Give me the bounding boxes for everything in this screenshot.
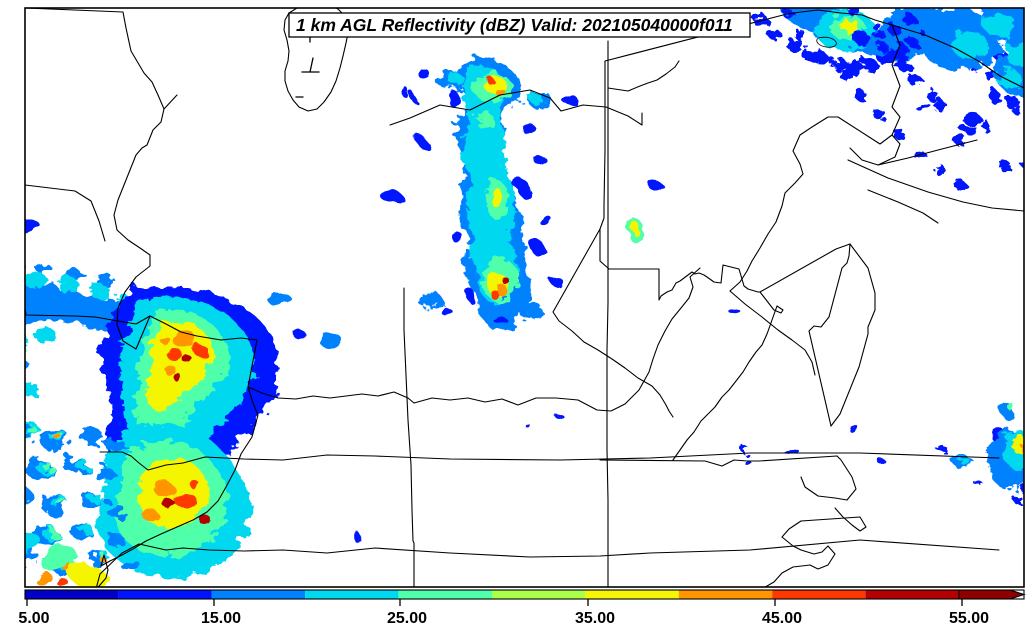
svg-text:25.00: 25.00 — [387, 610, 427, 627]
svg-text:1 km AGL Reflectivity (dBZ) Va: 1 km AGL Reflectivity (dBZ) Valid: 20210… — [296, 15, 733, 35]
svg-text:5.00: 5.00 — [18, 610, 49, 627]
svg-text:55.00: 55.00 — [949, 610, 989, 627]
svg-text:15.00: 15.00 — [201, 610, 241, 627]
svg-text:45.00: 45.00 — [762, 610, 802, 627]
svg-text:35.00: 35.00 — [575, 610, 615, 627]
